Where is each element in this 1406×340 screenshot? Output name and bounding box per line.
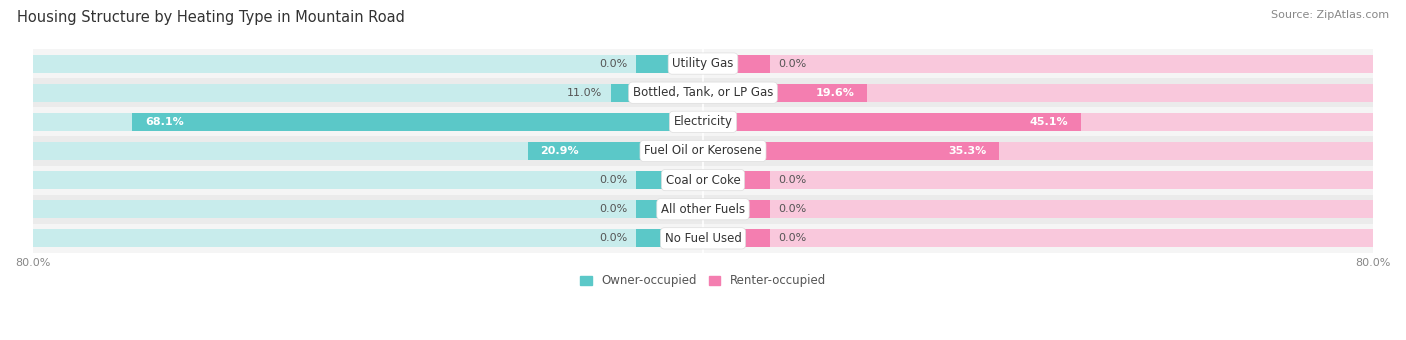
Text: Bottled, Tank, or LP Gas: Bottled, Tank, or LP Gas [633, 86, 773, 99]
Bar [32, 84, 703, 102]
Bar [527, 142, 703, 160]
Bar [636, 171, 703, 189]
Bar [703, 142, 998, 160]
Text: 0.0%: 0.0% [779, 58, 807, 69]
Bar [703, 229, 770, 248]
Text: Housing Structure by Heating Type in Mountain Road: Housing Structure by Heating Type in Mou… [17, 10, 405, 25]
Text: 45.1%: 45.1% [1029, 117, 1069, 127]
Bar [32, 200, 703, 218]
Text: Utility Gas: Utility Gas [672, 57, 734, 70]
Bar [132, 113, 703, 131]
Bar [703, 113, 1374, 131]
Bar [636, 229, 703, 248]
Text: 0.0%: 0.0% [779, 175, 807, 185]
Bar [32, 229, 703, 248]
Bar [636, 54, 703, 73]
Text: 0.0%: 0.0% [599, 175, 627, 185]
Bar [703, 54, 770, 73]
Bar [703, 171, 770, 189]
Text: 11.0%: 11.0% [567, 88, 602, 98]
Bar [32, 142, 703, 160]
Bar [703, 171, 1374, 189]
Text: 0.0%: 0.0% [779, 204, 807, 214]
Bar [703, 200, 1374, 218]
Text: All other Fuels: All other Fuels [661, 203, 745, 216]
Legend: Owner-occupied, Renter-occupied: Owner-occupied, Renter-occupied [575, 269, 831, 292]
Bar [703, 84, 868, 102]
Bar [32, 107, 1374, 136]
Bar [636, 200, 703, 218]
Bar [32, 171, 703, 189]
Text: Source: ZipAtlas.com: Source: ZipAtlas.com [1271, 10, 1389, 20]
Bar [32, 113, 703, 131]
Bar [32, 224, 1374, 253]
Text: Coal or Coke: Coal or Coke [665, 174, 741, 187]
Text: 19.6%: 19.6% [815, 88, 855, 98]
Text: 0.0%: 0.0% [599, 233, 627, 243]
Bar [703, 200, 770, 218]
Bar [32, 78, 1374, 107]
Text: 0.0%: 0.0% [599, 204, 627, 214]
Bar [32, 136, 1374, 166]
Bar [32, 194, 1374, 224]
Bar [703, 113, 1081, 131]
Text: 35.3%: 35.3% [948, 146, 986, 156]
Text: Electricity: Electricity [673, 115, 733, 128]
Text: Fuel Oil or Kerosene: Fuel Oil or Kerosene [644, 144, 762, 157]
Bar [610, 84, 703, 102]
Bar [32, 54, 703, 73]
Text: 0.0%: 0.0% [779, 233, 807, 243]
Text: 68.1%: 68.1% [145, 117, 184, 127]
Bar [703, 84, 1374, 102]
Bar [703, 229, 1374, 248]
Bar [32, 49, 1374, 78]
Text: 0.0%: 0.0% [599, 58, 627, 69]
Bar [32, 166, 1374, 194]
Bar [703, 54, 1374, 73]
Text: No Fuel Used: No Fuel Used [665, 232, 741, 245]
Text: 20.9%: 20.9% [540, 146, 579, 156]
Bar [703, 142, 1374, 160]
